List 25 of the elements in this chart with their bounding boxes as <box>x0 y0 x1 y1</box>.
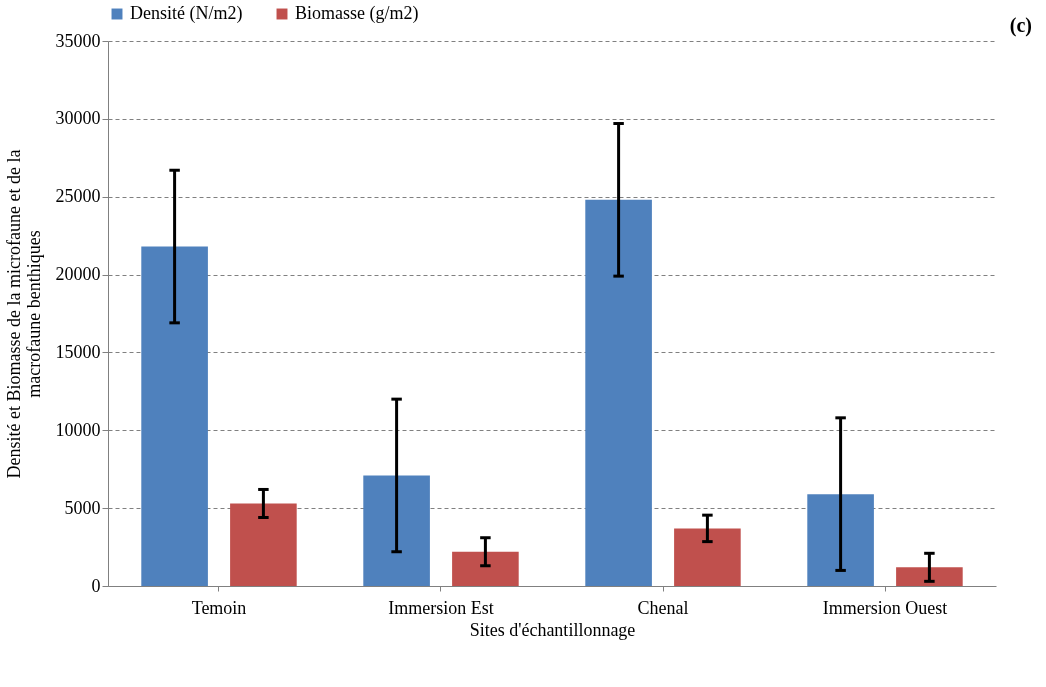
y-axis-title: Densité et Biomasse de la microfaune et de la macrofaune benthiques <box>3 149 44 479</box>
y-tick-label: 20000 <box>55 264 101 285</box>
bar <box>807 494 874 586</box>
bar <box>896 567 963 586</box>
bar <box>141 246 208 586</box>
x-tick-label: Immersion Ouest <box>822 597 948 618</box>
y-tick-label: 35000 <box>55 30 101 51</box>
y-tick-label: 10000 <box>55 419 101 440</box>
x-axis-title: Sites d'échantillonnage <box>469 619 636 640</box>
bar <box>674 528 741 586</box>
legend-label: Densité (N/m2) <box>130 3 243 24</box>
legend-label: Biomasse (g/m2) <box>295 3 419 24</box>
y-tick-label: 0 <box>91 575 101 596</box>
bar <box>452 551 519 586</box>
x-tick-label: Temoin <box>191 597 247 618</box>
x-tick-label: Immersion Est <box>388 597 494 618</box>
x-tick-label: Chenal <box>637 597 689 618</box>
y-tick-label: 15000 <box>55 341 101 362</box>
bar <box>363 475 430 586</box>
y-tick-label: 5000 <box>64 497 101 518</box>
bar <box>585 199 652 586</box>
y-tick-label: 25000 <box>55 186 101 207</box>
text: (c) <box>1009 14 1032 37</box>
bar <box>230 503 297 586</box>
y-tick-label: 30000 <box>55 108 101 129</box>
